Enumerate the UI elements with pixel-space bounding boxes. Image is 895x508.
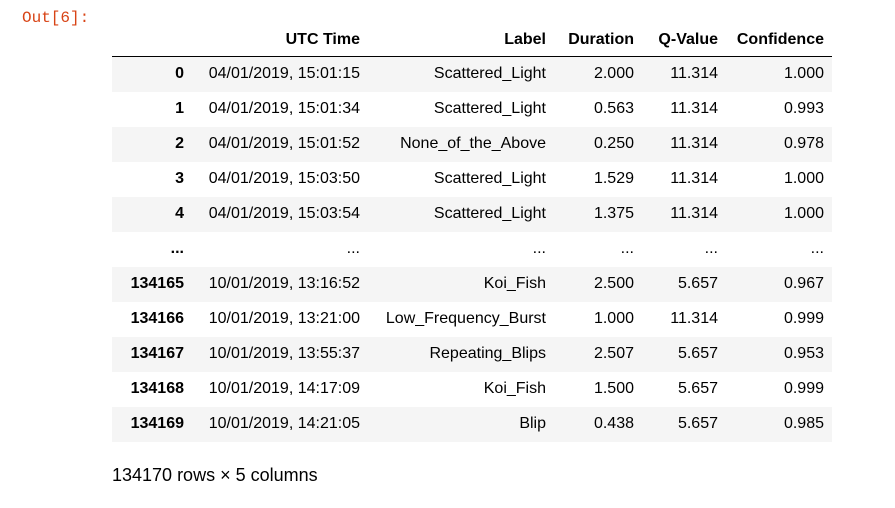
cell-q-value: 5.657 [677,380,718,397]
cell-utc-time: 04/01/2019, 15:03:54 [208,205,360,222]
row-index: 134167 [130,345,184,362]
table-row: 3 04/01/2019, 15:03:50 Scattered_Light 1.52… [112,162,832,197]
cell-utc-time: ... [346,240,360,257]
cell-q-value: 11.314 [670,135,718,152]
cell-q-value: 5.657 [677,345,718,362]
table-row: 134165 10/01/2019, 13:16:52 Koi_Fish 2.500 5… [112,266,832,302]
table-row: 4 04/01/2019, 15:03:54 Scattered_Light 1.37… [112,196,832,232]
cell-confidence: 0.953 [783,345,824,362]
cell-q-value: 5.657 [677,415,718,432]
cell-duration: 0.438 [593,415,634,432]
header-row: UTC Time Label Duration Q-Value Confiden… [112,24,832,57]
cell-utc-time: 10/01/2019, 14:17:09 [208,380,360,397]
column-header-q-value: Q-Value [642,24,726,57]
dataframe-shape-caption: 134170 rows × 5 columns [112,465,318,485]
output-prompt: Out[6]: [22,9,90,27]
cell-label: Scattered_Light [433,205,546,222]
cell-duration: 1.375 [593,205,634,222]
cell-confidence: 0.978 [783,135,824,152]
cell-label: Scattered_Light [433,170,546,187]
cell-confidence: 1.000 [783,170,824,187]
cell-confidence: ... [810,240,824,257]
row-index: 134166 [130,310,184,327]
cell-duration: 1.000 [593,310,634,327]
cell-duration: 1.529 [593,170,634,187]
cell-confidence: 0.985 [783,415,824,432]
dataframe-table: UTC Time Label Duration Q-Value Confiden… [112,24,832,442]
table-row: 2 04/01/2019, 15:01:52 None_of_the_Above 0.… [112,126,832,162]
row-index: 4 [175,205,184,222]
row-index: ... [170,240,184,257]
cell-confidence: 1.000 [783,205,824,222]
column-header-confidence: Confidence [726,24,832,57]
cell-utc-time: 04/01/2019, 15:01:52 [208,135,360,152]
cell-confidence: 1.000 [783,65,824,83]
cell-label: Koi_Fish [483,275,546,292]
cell-confidence: 0.993 [783,100,824,117]
row-index: 134165 [130,275,184,292]
cell-label: Scattered_Light [433,65,546,83]
row-index: 134169 [130,415,184,432]
row-index: 1 [175,100,184,117]
cell-utc-time: 10/01/2019, 14:21:05 [208,415,360,432]
cell-duration: ... [620,240,634,257]
cell-duration: 0.563 [593,100,634,117]
table-row: 134168 10/01/2019, 14:17:09 Koi_Fish 1.500 5… [112,372,832,407]
cell-label: Low_Frequency_Burst [385,310,546,327]
cell-label: ... [532,240,546,257]
cell-duration: 1.500 [593,380,634,397]
table-body: 0 04/01/2019, 15:01:15 Scattered_Light 2.00… [112,56,832,442]
table-row: 1 04/01/2019, 15:01:34 Scattered_Light 0.56… [112,92,832,127]
cell-label: Koi_Fish [483,380,546,397]
column-header-utc-time: UTC Time [192,24,368,57]
cell-utc-time: 10/01/2019, 13:16:52 [208,275,360,292]
cell-q-value: ... [704,240,718,257]
cell-utc-time: 10/01/2019, 13:55:37 [208,345,360,362]
row-index: 2 [175,135,184,152]
cell-duration: 2.507 [593,345,634,362]
cell-utc-time: 04/01/2019, 15:03:50 [208,170,360,187]
cell-q-value: 11.314 [670,100,718,117]
cell-duration: 0.250 [593,135,634,152]
cell-label: None_of_the_Above [400,135,546,152]
dataframe-output: UTC Time Label Duration Q-Value Confiden… [112,24,832,442]
cell-duration: 2.000 [593,65,634,83]
table-row: .................. [112,232,832,267]
column-header-label: Label [368,24,554,57]
cell-q-value: 5.657 [677,275,718,292]
cell-q-value: 11.314 [670,205,718,222]
column-header-index [112,24,192,57]
cell-q-value: 11.314 [670,310,718,327]
cell-label: Repeating_Blips [429,345,546,362]
cell-utc-time: 10/01/2019, 13:21:00 [208,310,360,327]
cell-q-value: 11.314 [670,170,718,187]
table-header: UTC Time Label Duration Q-Value Confiden… [112,24,832,57]
table-row: 134167 10/01/2019, 13:55:37 Repeating_Blip… [112,336,832,372]
table-row: 0 04/01/2019, 15:01:15 Scattered_Light 2.00… [112,56,832,92]
cell-utc-time: 04/01/2019, 15:01:34 [208,100,360,117]
cell-confidence: 0.999 [783,310,824,327]
cell-duration: 2.500 [593,275,634,292]
cell-label: Blip [519,415,546,432]
table-row: 134166 10/01/2019, 13:21:00 Low_Frequency_… [112,302,832,337]
row-index: 3 [175,170,184,187]
cell-confidence: 0.999 [783,380,824,397]
cell-utc-time: 04/01/2019, 15:01:15 [208,65,360,83]
cell-label: Scattered_Light [433,100,546,117]
cell-q-value: 11.314 [670,65,718,83]
row-index: 134168 [130,380,184,397]
row-index: 0 [175,65,184,83]
cell-confidence: 0.967 [783,275,824,292]
table-row: 134169 10/01/2019, 14:21:05 Blip 0.438 5.657… [112,406,832,442]
column-header-duration: Duration [554,24,642,57]
